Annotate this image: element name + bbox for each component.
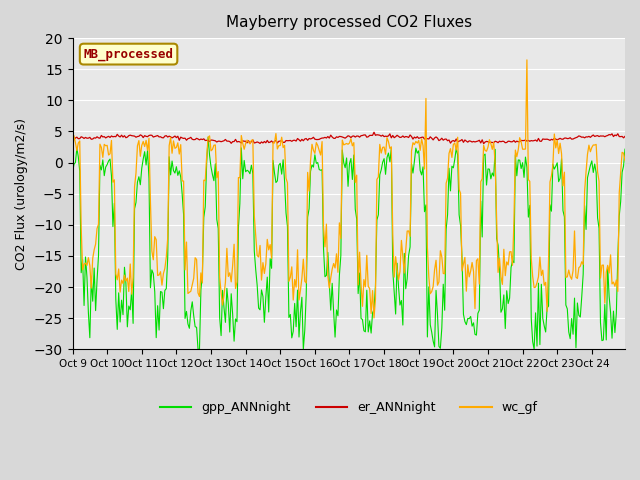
gpp_ANNnight [465,316,473,322]
wc_gf [68,148,76,154]
er_ANNnight [464,139,472,145]
wc_gf [523,57,531,63]
gpp_ANNnight [621,146,629,152]
Line: wc_gf: wc_gf [72,60,625,318]
gpp_ANNnight [194,347,202,352]
Y-axis label: CO2 Flux (urology/m2/s): CO2 Flux (urology/m2/s) [15,118,28,270]
er_ANNnight [68,135,76,141]
gpp_ANNnight [68,170,76,176]
Title: Mayberry processed CO2 Fluxes: Mayberry processed CO2 Fluxes [226,15,472,30]
er_ANNnight [480,141,488,146]
er_ANNnight [370,129,378,135]
Text: MB_processed: MB_processed [84,48,173,61]
gpp_ANNnight [88,276,95,282]
er_ANNnight [621,133,629,139]
gpp_ANNnight [356,270,364,276]
wc_gf [464,262,472,268]
gpp_ANNnight [620,163,627,169]
er_ANNnight [548,136,556,142]
Legend: gpp_ANNnight, er_ANNnight, wc_gf: gpp_ANNnight, er_ANNnight, wc_gf [155,396,543,419]
gpp_ANNnight [204,134,212,140]
er_ANNnight [620,135,627,141]
er_ANNnight [88,136,95,142]
wc_gf [353,172,360,178]
wc_gf [105,152,113,158]
Line: er_ANNnight: er_ANNnight [72,132,625,144]
wc_gf [620,150,627,156]
wc_gf [548,173,556,179]
wc_gf [621,157,629,163]
gpp_ANNnight [548,208,556,214]
gpp_ANNnight [105,158,113,164]
er_ANNnight [105,133,113,139]
wc_gf [370,315,378,321]
wc_gf [88,285,95,291]
er_ANNnight [353,133,360,139]
Line: gpp_ANNnight: gpp_ANNnight [72,137,625,349]
